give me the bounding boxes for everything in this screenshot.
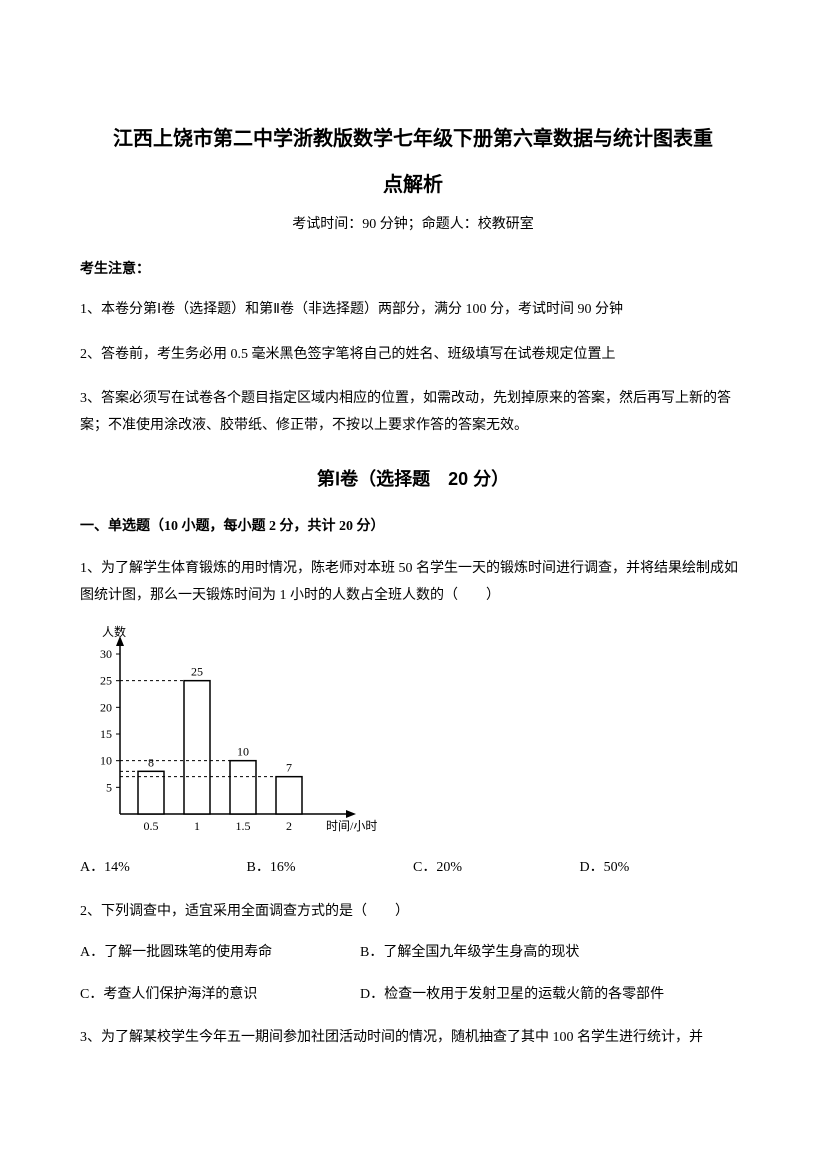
q1-option-c: C．20% bbox=[413, 855, 580, 882]
svg-text:5: 5 bbox=[106, 780, 112, 794]
q1-option-b: B．16% bbox=[247, 855, 414, 882]
question-type-1: 一、单选题（10 小题，每小题 2 分，共计 20 分） bbox=[80, 514, 746, 541]
svg-text:2: 2 bbox=[286, 819, 292, 833]
question-1: 1、为了解学生体育锻炼的用时情况，陈老师对本班 50 名学生一天的锻炼时间进行调… bbox=[80, 556, 746, 609]
notice-header: 考生注意： bbox=[80, 257, 746, 284]
svg-text:20: 20 bbox=[100, 700, 112, 714]
doc-title-line1: 江西上饶市第二中学浙教版数学七年级下册第六章数据与统计图表重 bbox=[80, 120, 746, 158]
svg-text:10: 10 bbox=[100, 753, 112, 767]
bar-chart-svg: 5 10 15 20 25 30 人数时间/小时 8 0.5 25 1 10 1.5 7 2 bbox=[80, 624, 380, 839]
question-2: 2、下列调查中，适宜采用全面调查方式的是（ ） bbox=[80, 899, 746, 926]
q2-option-c: C．考查人们保护海洋的意识 bbox=[80, 982, 360, 1009]
svg-text:0.5: 0.5 bbox=[144, 819, 159, 833]
question-3: 3、为了解某校学生今年五一期间参加社团活动时间的情况，随机抽查了其中 100 名… bbox=[80, 1025, 746, 1052]
svg-text:时间/小时: 时间/小时 bbox=[326, 819, 377, 833]
notice-1: 1、本卷分第Ⅰ卷（选择题）和第Ⅱ卷（非选择题）两部分，满分 100 分，考试时间… bbox=[80, 297, 746, 324]
svg-text:1.5: 1.5 bbox=[236, 819, 251, 833]
q2-option-a: A．了解一批圆珠笔的使用寿命 bbox=[80, 940, 360, 967]
svg-text:10: 10 bbox=[237, 744, 249, 758]
svg-text:25: 25 bbox=[191, 664, 203, 678]
doc-title-line2: 点解析 bbox=[80, 166, 746, 204]
q2-option-d: D．检查一枚用于发射卫星的运载火箭的各零部件 bbox=[360, 982, 746, 1009]
q2-option-b: B．了解全国九年级学生身高的现状 bbox=[360, 940, 746, 967]
svg-text:30: 30 bbox=[100, 647, 112, 661]
section-1-header: 第Ⅰ卷（选择题 20 分） bbox=[80, 462, 746, 496]
svg-text:人数: 人数 bbox=[102, 624, 126, 639]
q1-option-a: A．14% bbox=[80, 855, 247, 882]
svg-text:8: 8 bbox=[148, 755, 154, 769]
svg-text:25: 25 bbox=[100, 673, 112, 687]
bar-chart: 5 10 15 20 25 30 人数时间/小时 8 0.5 25 1 10 1.5 7 2 bbox=[80, 624, 380, 839]
q1-option-d: D．50% bbox=[580, 855, 747, 882]
notice-2: 2、答卷前，考生务必用 0.5 毫米黑色签字笔将自己的姓名、班级填写在试卷规定位… bbox=[80, 342, 746, 369]
exam-info: 考试时间：90 分钟；命题人：校教研室 bbox=[80, 212, 746, 239]
notice-3: 3、答案必须写在试卷各个题目指定区域内相应的位置，如需改动，先划掉原来的答案，然… bbox=[80, 386, 746, 439]
q2-options-row1: A．了解一批圆珠笔的使用寿命 B．了解全国九年级学生身高的现状 bbox=[80, 940, 746, 967]
q2-options-row2: C．考查人们保护海洋的意识 D．检查一枚用于发射卫星的运载火箭的各零部件 bbox=[80, 982, 746, 1009]
svg-text:7: 7 bbox=[286, 760, 292, 774]
svg-text:15: 15 bbox=[100, 727, 112, 741]
svg-text:1: 1 bbox=[194, 819, 200, 833]
q1-options: A．14% B．16% C．20% D．50% bbox=[80, 855, 746, 882]
